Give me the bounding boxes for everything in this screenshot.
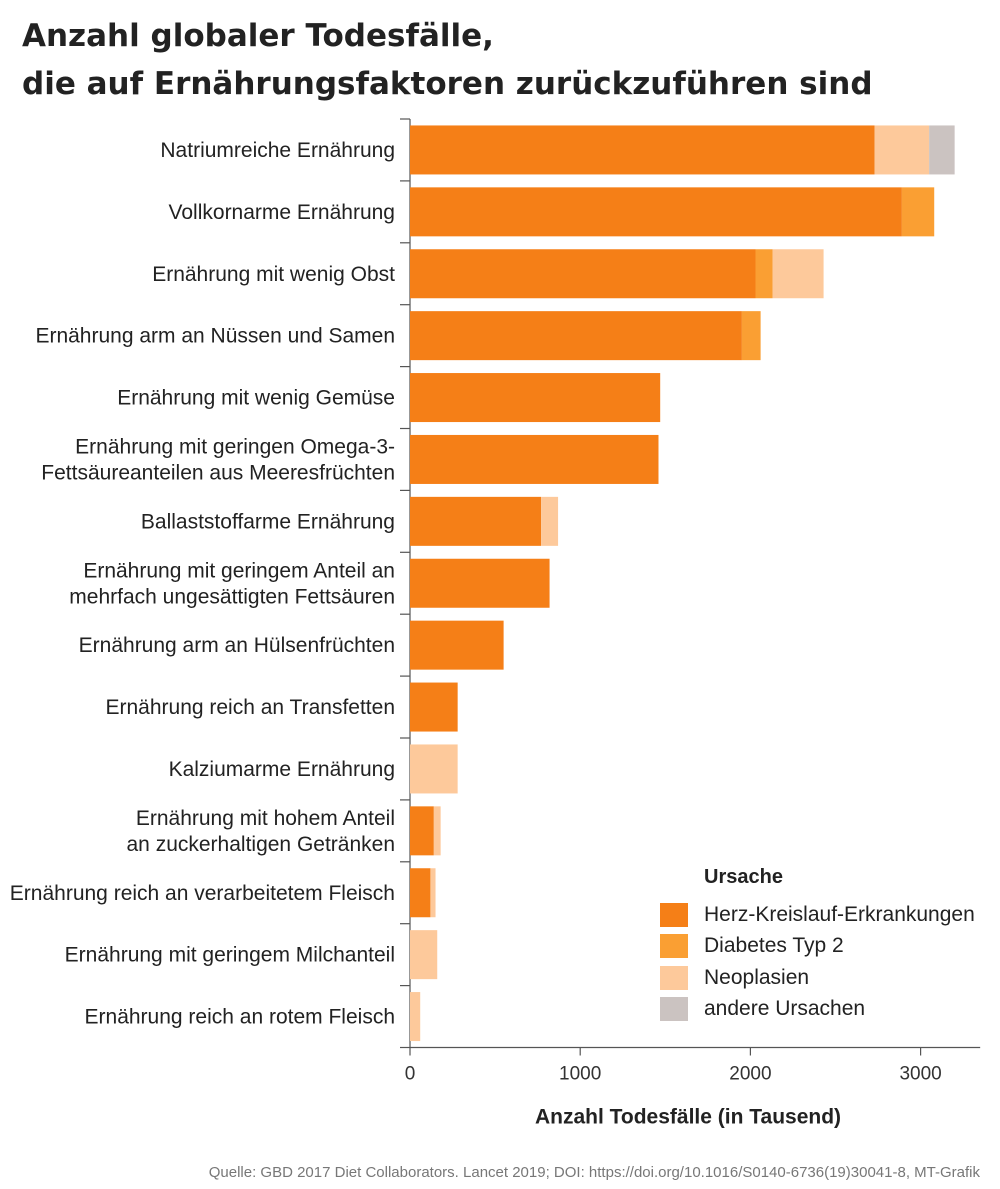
category-label: an zuckerhaltigen Getränken <box>127 833 396 856</box>
category-label: Ernährung mit geringem Milchanteil <box>65 944 395 967</box>
bar-segment <box>410 187 902 237</box>
x-tick-label: 0 <box>405 1064 416 1085</box>
bar-segment <box>410 992 421 1042</box>
legend-swatch <box>660 902 688 927</box>
category-label: Ernährung mit geringen Omega-3- <box>75 435 395 458</box>
bar-segment <box>410 311 742 361</box>
x-tick-label: 3000 <box>899 1064 941 1085</box>
legend-item-diabetes: Diabetes Typ 2 <box>660 931 975 963</box>
bar-segment <box>772 249 824 299</box>
category-label: Ernährung mit geringem Anteil an <box>83 559 395 582</box>
legend-label: Herz-Kreislauf-Erkrankungen <box>704 902 975 926</box>
category-label: Ernährung mit wenig Obst <box>152 263 395 286</box>
x-tick-label: 2000 <box>729 1064 771 1085</box>
bar-segment <box>430 868 436 918</box>
legend-swatch <box>660 997 688 1022</box>
legend-swatch <box>660 965 688 990</box>
bar-segment <box>410 620 504 670</box>
chart-title: Anzahl globaler Todesfälle, die auf Ernä… <box>22 12 873 108</box>
legend-swatch <box>660 934 688 959</box>
bar-segment <box>410 744 458 794</box>
category-label: Ernährung mit hohem Anteil <box>136 807 395 830</box>
bar-segment <box>410 558 550 608</box>
category-label: Ernährung reich an Transfetten <box>105 696 395 719</box>
x-tick-label: 1000 <box>559 1064 601 1085</box>
bar-segment <box>410 806 434 856</box>
legend-label: andere Ursachen <box>704 997 866 1021</box>
bar-segment <box>410 682 458 732</box>
source-note: Quelle: GBD 2017 Diet Collaborators. Lan… <box>208 1164 980 1181</box>
bar-segment <box>410 125 875 175</box>
category-label: Fettsäureanteilen aus Meeresfrüchten <box>41 461 395 484</box>
bar-segment <box>410 868 431 918</box>
bar-segment <box>410 373 661 423</box>
bar-segment <box>410 249 756 299</box>
legend-title: Ursache <box>704 866 783 888</box>
bar-segment <box>741 311 761 361</box>
x-axis-label: Anzahl Todesfälle (in Tausend) <box>535 1106 841 1129</box>
category-label: Vollkornarme Ernährung <box>169 201 395 224</box>
chart-title-line-1: Anzahl globaler Todesfälle, <box>22 18 494 54</box>
bar-segment <box>541 496 559 546</box>
category-label: Ballaststoffarme Ernährung <box>141 510 395 533</box>
legend-item-neoplasien: Neoplasien <box>660 962 975 994</box>
legend-label: Neoplasien <box>704 965 810 989</box>
legend: Ursache Herz-Kreislauf-Erkrankungen Diab… <box>660 866 975 1025</box>
category-label: Ernährung arm an Nüssen und Samen <box>35 325 395 348</box>
bar-segment <box>410 434 659 484</box>
category-label: Ernährung arm an Hülsenfrüchten <box>79 634 395 657</box>
bar-segment <box>410 930 438 980</box>
legend-item-herz-kreislauf: Herz-Kreislauf-Erkrankungen <box>660 899 975 931</box>
bar-segment <box>755 249 773 299</box>
category-label: Natriumreiche Ernährung <box>160 139 395 162</box>
category-label: mehrfach ungesättigten Fettsäuren <box>69 585 395 608</box>
chart-title-line-2: die auf Ernährungsfaktoren zurückzuführe… <box>22 66 873 102</box>
category-label: Ernährung mit wenig Gemüse <box>117 387 395 410</box>
category-label: Kalziumarme Ernährung <box>169 758 395 781</box>
bar-segment <box>874 125 930 175</box>
category-label: Ernährung reich an verarbeitetem Fleisch <box>10 882 395 905</box>
bar-segment <box>929 125 955 175</box>
bar-segment <box>433 806 441 856</box>
legend-label: Diabetes Typ 2 <box>704 934 844 958</box>
bar-segment <box>410 496 542 546</box>
bar-segment <box>901 187 935 237</box>
category-label: Ernährung reich an rotem Fleisch <box>85 1006 395 1029</box>
legend-item-andere: andere Ursachen <box>660 994 975 1026</box>
